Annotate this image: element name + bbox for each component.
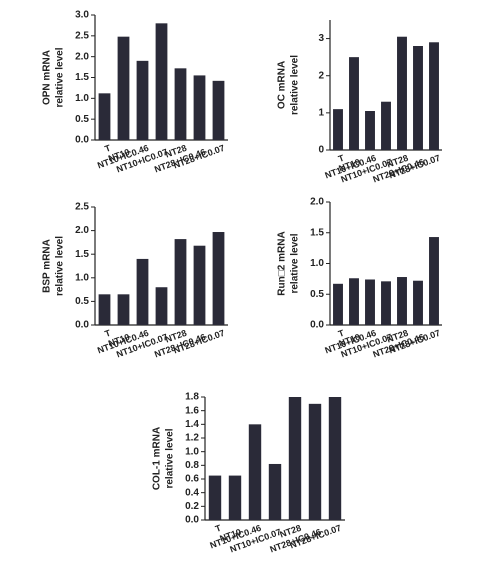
chart-panel: BSP mRNA relative level 0.0 0.5 1.0 1.5 2.0 2.5… [42,202,228,360]
bar [429,237,439,325]
y-tick-label: 1.2 [185,433,199,444]
y-tick-label: 0.5 [75,296,89,307]
chart-panel: COL-1 mRNA relative level 0.0 0.2 0.4 0.6 0.8 1… [152,392,345,555]
y-tick-label: 1.0 [75,272,89,283]
x-tick-label: T [214,523,223,534]
bar [212,80,225,140]
y-tick-label: 1.0 [75,93,89,104]
y-tick-label: 3.0 [75,10,89,21]
bar [98,93,111,140]
bar [228,475,242,520]
y-tick-label: 0.5 [75,114,89,125]
bar [413,280,423,325]
bar [349,57,359,151]
x-tick-label: T [337,328,346,339]
bar [212,232,225,325]
x-tick-label: T [337,153,346,164]
bar [248,424,262,520]
y-tick-label: 2.0 [310,197,324,208]
chart-panel: OPN mRNA relative level 0.0 0.5 1.0 1.5 2.0 2.5… [42,10,228,175]
y-tick-label: 0.0 [75,135,89,146]
x-tick-label: T [103,143,112,154]
bar [208,475,222,520]
y-tick-label: 1.6 [185,405,199,416]
y-tick-label: 2.0 [75,225,89,236]
y-axis-title: Run□2 mRNA [277,231,288,295]
y-tick-label: 0.5 [310,289,324,300]
y-tick-label: 1 [318,107,324,118]
bar [155,287,168,325]
y-tick-label: 1.5 [310,227,324,238]
y-tick-label: 0.4 [185,487,199,498]
bar [308,403,322,520]
y-tick-label: 1.0 [310,258,324,269]
bar [174,239,187,325]
bar [333,283,343,325]
bar [365,111,375,150]
bar [429,42,439,150]
bar [381,281,391,325]
bar [136,60,149,141]
y-tick-label: 2.0 [75,51,89,62]
y-tick-label: 0 [318,145,324,156]
y-axis-title: COL-1 mRNA [152,427,163,490]
bar [349,278,359,325]
chart-panel: OC mRNA relative level0123TNT10NT10+IC0.4… [277,20,442,185]
chart-panel: Run□2 mRNA relative level 0.0 0.5 1.0 1.5 2.0 T… [277,197,442,360]
y-tick-label: 3 [318,33,324,44]
bar [117,36,130,140]
y-tick-label: 0.0 [310,320,324,331]
bar [268,463,282,520]
y-tick-label: 0.0 [75,320,89,331]
y-axis-title: relative level [290,55,301,115]
y-axis-title: BSP mRNA [42,239,53,293]
bar [193,245,206,325]
bar [155,23,168,140]
y-axis-title: relative level [165,428,176,488]
y-tick-label: 0.0 [185,515,199,526]
y-tick-label: 1.5 [75,72,89,83]
bar [193,75,206,140]
bar [328,397,342,520]
y-tick-label: 2.5 [75,202,89,213]
bar [397,277,407,325]
y-tick-label: 0.8 [185,460,199,471]
y-axis-title: OC mRNA [277,61,288,109]
bar [333,109,343,150]
y-axis-title: relative level [55,236,66,296]
y-axis-title: OPN mRNA [42,50,53,105]
y-tick-label: 0.2 [185,501,199,512]
bar [174,68,187,140]
y-tick-label: 1.8 [185,392,199,403]
bar [365,279,375,325]
y-axis-title: relative level [55,47,66,107]
y-tick-label: 1.0 [185,446,199,457]
bar [381,101,391,150]
y-tick-label: 0.6 [185,474,199,485]
bar [117,294,130,325]
y-tick-label: 2 [318,70,324,81]
x-tick-label: T [103,328,112,339]
bar [98,294,111,325]
bar [413,46,423,150]
bar [397,36,407,150]
bar [136,258,149,325]
y-tick-label: 2.5 [75,30,89,41]
y-tick-label: 1.5 [75,249,89,260]
y-axis-title: relative level [290,233,301,293]
bar [288,397,302,520]
y-tick-label: 1.4 [185,419,199,430]
